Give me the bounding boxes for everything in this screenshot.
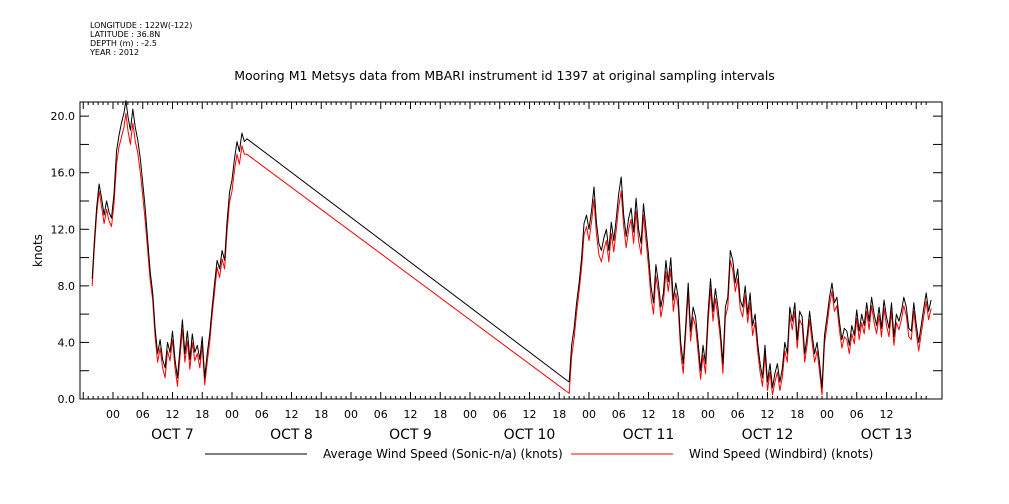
x-tick-label: 12 (760, 408, 774, 421)
day-label: OCT 13 (861, 427, 913, 443)
chart-title: Mooring M1 Metsys data from MBARI instru… (234, 68, 775, 83)
x-tick-label: 00 (701, 408, 715, 421)
day-label: OCT 11 (623, 427, 675, 443)
legend-label-1: Wind Speed (Windbird) (knots) (689, 447, 873, 461)
depth-label: DEPTH (m) : -2.5 (90, 39, 157, 48)
x-tick-label: 00 (820, 408, 834, 421)
x-tick-label: 12 (403, 408, 417, 421)
day-label: OCT 10 (504, 427, 556, 443)
x-tick-label: 06 (612, 408, 626, 421)
y-axis: 0.0 4.0 8.0 12.0 16.0 20.0 (51, 110, 942, 406)
y-tick-label: 4.0 (58, 336, 76, 349)
plot-frame (79, 101, 943, 400)
x-tick-label: 12 (165, 408, 179, 421)
x-tick-label: 06 (374, 408, 388, 421)
x-tick-label: 18 (790, 408, 804, 421)
y-axis-label: knots (31, 234, 45, 267)
x-tick-label: 18 (433, 408, 447, 421)
day-label: OCT 12 (742, 427, 794, 443)
longitude-label: LONGITUDE : 122W(-122) (90, 21, 193, 30)
x-tick-label: 00 (463, 408, 477, 421)
x-tick-label: 18 (195, 408, 209, 421)
series-line-1 (91, 112, 932, 396)
day-label: OCT 9 (389, 427, 432, 443)
x-tick-label: 00 (225, 408, 239, 421)
y-tick-label: 8.0 (58, 280, 76, 293)
x-tick-label: 06 (255, 408, 269, 421)
x-tick-label: 00 (582, 408, 596, 421)
x-tick-label: 12 (284, 408, 298, 421)
x-tick-label: 18 (671, 408, 685, 421)
x-tick-label: 12 (522, 408, 536, 421)
legend: Average Wind Speed (Sonic-n/a) (knots) Wi… (205, 447, 873, 461)
x-axis: 00 06 12 18 00 06 12 18 00 06 12 18 00 06 12 18 00 06 12 18… (82, 102, 927, 443)
x-tick-label: 06 (850, 408, 864, 421)
x-tick-label: 06 (136, 408, 150, 421)
x-tick-label: 00 (106, 408, 120, 421)
year-label: YEAR : 2012 (90, 48, 140, 57)
y-tick-label: 20.0 (51, 110, 76, 123)
legend-label-0: Average Wind Speed (Sonic-n/a) (knots) (323, 447, 563, 461)
y-tick-label: 16.0 (51, 167, 76, 180)
y-tick-label: 0.0 (58, 393, 76, 406)
y-tick-label: 12.0 (51, 223, 76, 236)
latitude-label: LATITUDE : 36.8N (90, 30, 161, 39)
x-tick-label: 18 (552, 408, 566, 421)
x-tick-label: 06 (731, 408, 745, 421)
x-tick-label: 18 (314, 408, 328, 421)
x-tick-label: 12 (879, 408, 893, 421)
x-tick-label: 06 (493, 408, 507, 421)
day-label: OCT 7 (151, 427, 194, 443)
series-line-0 (91, 100, 932, 389)
day-label: OCT 8 (270, 427, 313, 443)
x-tick-label: 00 (344, 408, 358, 421)
x-tick-label: 12 (641, 408, 655, 421)
